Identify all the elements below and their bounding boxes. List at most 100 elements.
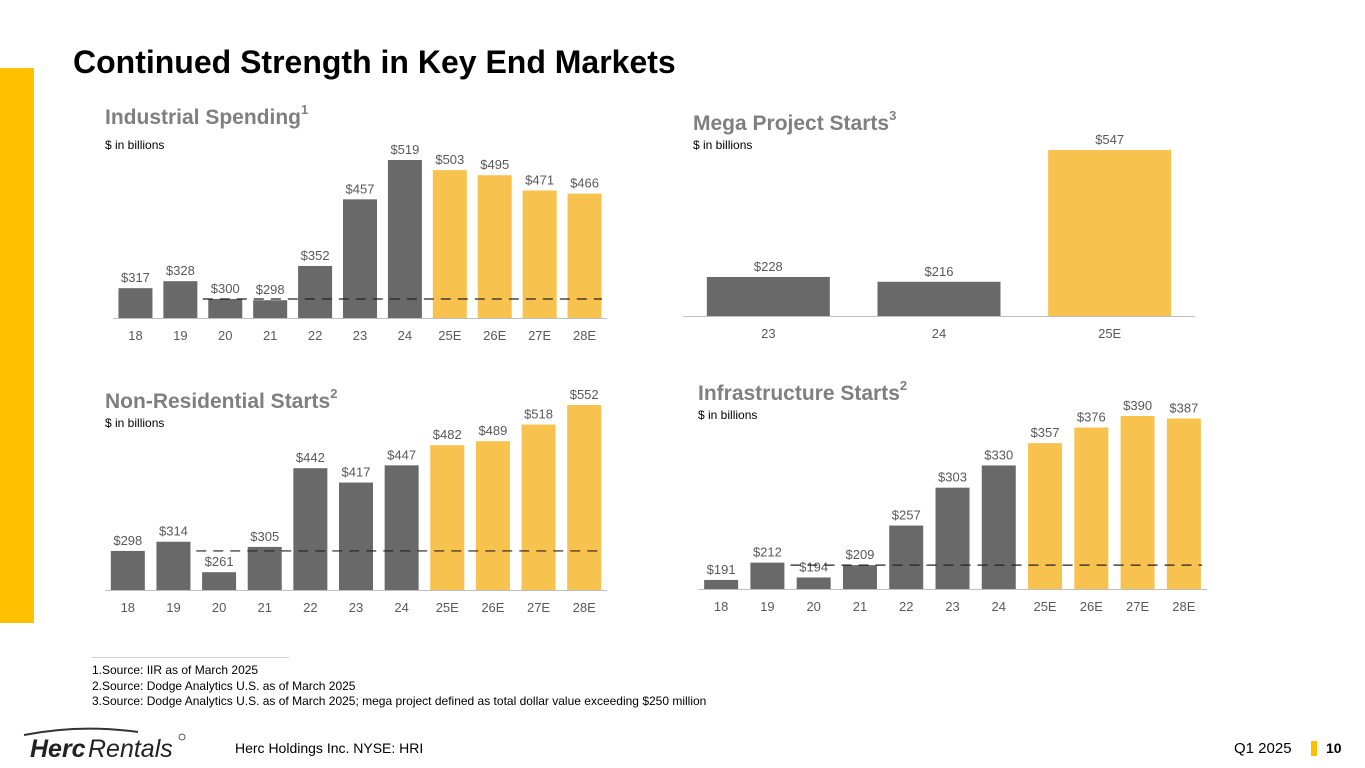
infra-bar [1166, 418, 1201, 589]
nonres-tick-label: 22 [303, 600, 317, 615]
infra-data-label: $376 [1077, 410, 1106, 425]
infra-data-label: $390 [1123, 398, 1152, 413]
industrial-tick-label: 20 [218, 328, 232, 343]
mega-chart-subtitle: $ in billions [693, 138, 753, 152]
nonres-bar [521, 424, 556, 590]
infra-chart-subtitle: $ in billions [698, 408, 758, 422]
industrial-bar [567, 193, 602, 318]
infra-bar [1120, 416, 1155, 589]
nonres-tick-label: 19 [166, 600, 180, 615]
mega-bar [877, 281, 1001, 316]
logo-rentals: Rentals [88, 735, 173, 763]
industrial-chart-title: Industrial Spending1 [105, 102, 309, 129]
industrial-tick-label: 26E [483, 328, 506, 343]
footnote-3: 3.Source: Dodge Analytics U.S. as of Mar… [92, 694, 707, 708]
industrial-tick-label: 18 [128, 328, 142, 343]
nonres-data-label: $518 [524, 407, 553, 422]
industrial-bar [298, 265, 333, 318]
mega-data-label: $547 [1095, 132, 1124, 147]
infra-data-label: $212 [753, 545, 782, 560]
industrial-data-label: $503 [435, 152, 464, 167]
infra-bar [889, 525, 924, 589]
infra-data-label: $357 [1031, 425, 1060, 440]
industrial-bar [163, 281, 198, 318]
industrial-bar [118, 288, 153, 318]
infra-tick-label: 18 [714, 599, 728, 614]
nonres-tick-label: 23 [349, 600, 363, 615]
infra-bar [750, 562, 785, 589]
mega-tick-label: 25E [1098, 326, 1121, 341]
industrial-tick-label: 24 [398, 328, 412, 343]
infra-data-label: $191 [707, 562, 736, 577]
industrial-bar [477, 175, 512, 318]
infra-tick-label: 23 [945, 599, 959, 614]
infra-bar [1028, 443, 1063, 589]
page-number: 10 [1326, 740, 1342, 756]
nonres-tick-label: 28E [573, 600, 596, 615]
industrial-bar [522, 190, 557, 318]
industrial-data-label: $298 [256, 282, 285, 297]
infra-bar [935, 487, 970, 589]
mega-data-label: $228 [754, 259, 783, 274]
nonres-tick-label: 20 [212, 600, 226, 615]
infra-data-label: $387 [1169, 400, 1198, 415]
quarter-label: Q1 2025 [1234, 740, 1292, 757]
logo-swoosh [23, 727, 139, 736]
nonres-tick-label: 18 [121, 600, 135, 615]
infra-bar [842, 565, 877, 589]
nonres-data-label: $447 [387, 447, 416, 462]
nonres-data-label: $298 [113, 533, 142, 548]
mega-data-label: $216 [925, 264, 954, 279]
nonres-data-label: $482 [433, 427, 462, 442]
industrial-bar [208, 298, 243, 318]
infra-data-label: $257 [892, 508, 921, 523]
footnotes: 1.Source: IIR as of March 2025 2.Source:… [92, 663, 706, 710]
industrial-data-label: $519 [390, 142, 419, 157]
infra-bar [704, 579, 739, 589]
footnote-2: 2.Source: Dodge Analytics U.S. as of Mar… [92, 678, 356, 693]
infra-tick-label: 26E [1080, 599, 1103, 614]
industrial-tick-label: 23 [353, 328, 367, 343]
herc-rentals-logo: Herc Rentals [23, 727, 186, 763]
nonres-bar [110, 550, 145, 590]
infra-bar [981, 465, 1016, 589]
nonres-bar [339, 482, 373, 590]
infra-tick-label: 22 [899, 599, 913, 614]
industrial-tick-label: 25E [438, 328, 461, 343]
industrial-bar [387, 160, 422, 318]
nonres-bar [156, 541, 191, 590]
infra-bar [1074, 427, 1109, 589]
industrial-bar [253, 300, 288, 318]
infra-tick-label: 20 [806, 599, 820, 614]
nonres-bar [202, 572, 237, 590]
infra-tick-label: 24 [992, 599, 1006, 614]
industrial-tick-label: 27E [528, 328, 551, 343]
nonres-bar [430, 445, 465, 590]
mega-bar [706, 276, 830, 316]
nonres-data-label: $305 [250, 529, 279, 544]
nonres-tick-label: 27E [527, 600, 550, 615]
nonres-bar [247, 546, 282, 590]
industrial-bar [432, 170, 467, 318]
nonres-bar [567, 405, 602, 590]
industrial-chart-subtitle: $ in billions [105, 138, 165, 152]
nonres-chart-subtitle: $ in billions [105, 416, 165, 430]
industrial-tick-label: 19 [173, 328, 187, 343]
industrial-data-label: $352 [301, 248, 330, 263]
industrial-bar [343, 199, 377, 318]
page-number-marker [1311, 741, 1317, 756]
industrial-data-label: $300 [211, 281, 240, 296]
nonres-tick-label: 25E [436, 600, 459, 615]
infra-data-label: $303 [938, 470, 967, 485]
logo-herc: Herc [30, 735, 86, 763]
nonres-data-label: $442 [296, 450, 325, 465]
nonres-data-label: $552 [570, 387, 599, 402]
nonres-data-label: $314 [159, 524, 188, 539]
infra-bar [796, 577, 831, 589]
infra-tick-label: 27E [1126, 599, 1149, 614]
infra-tick-label: 21 [853, 599, 867, 614]
nonres-tick-label: 26E [481, 600, 504, 615]
